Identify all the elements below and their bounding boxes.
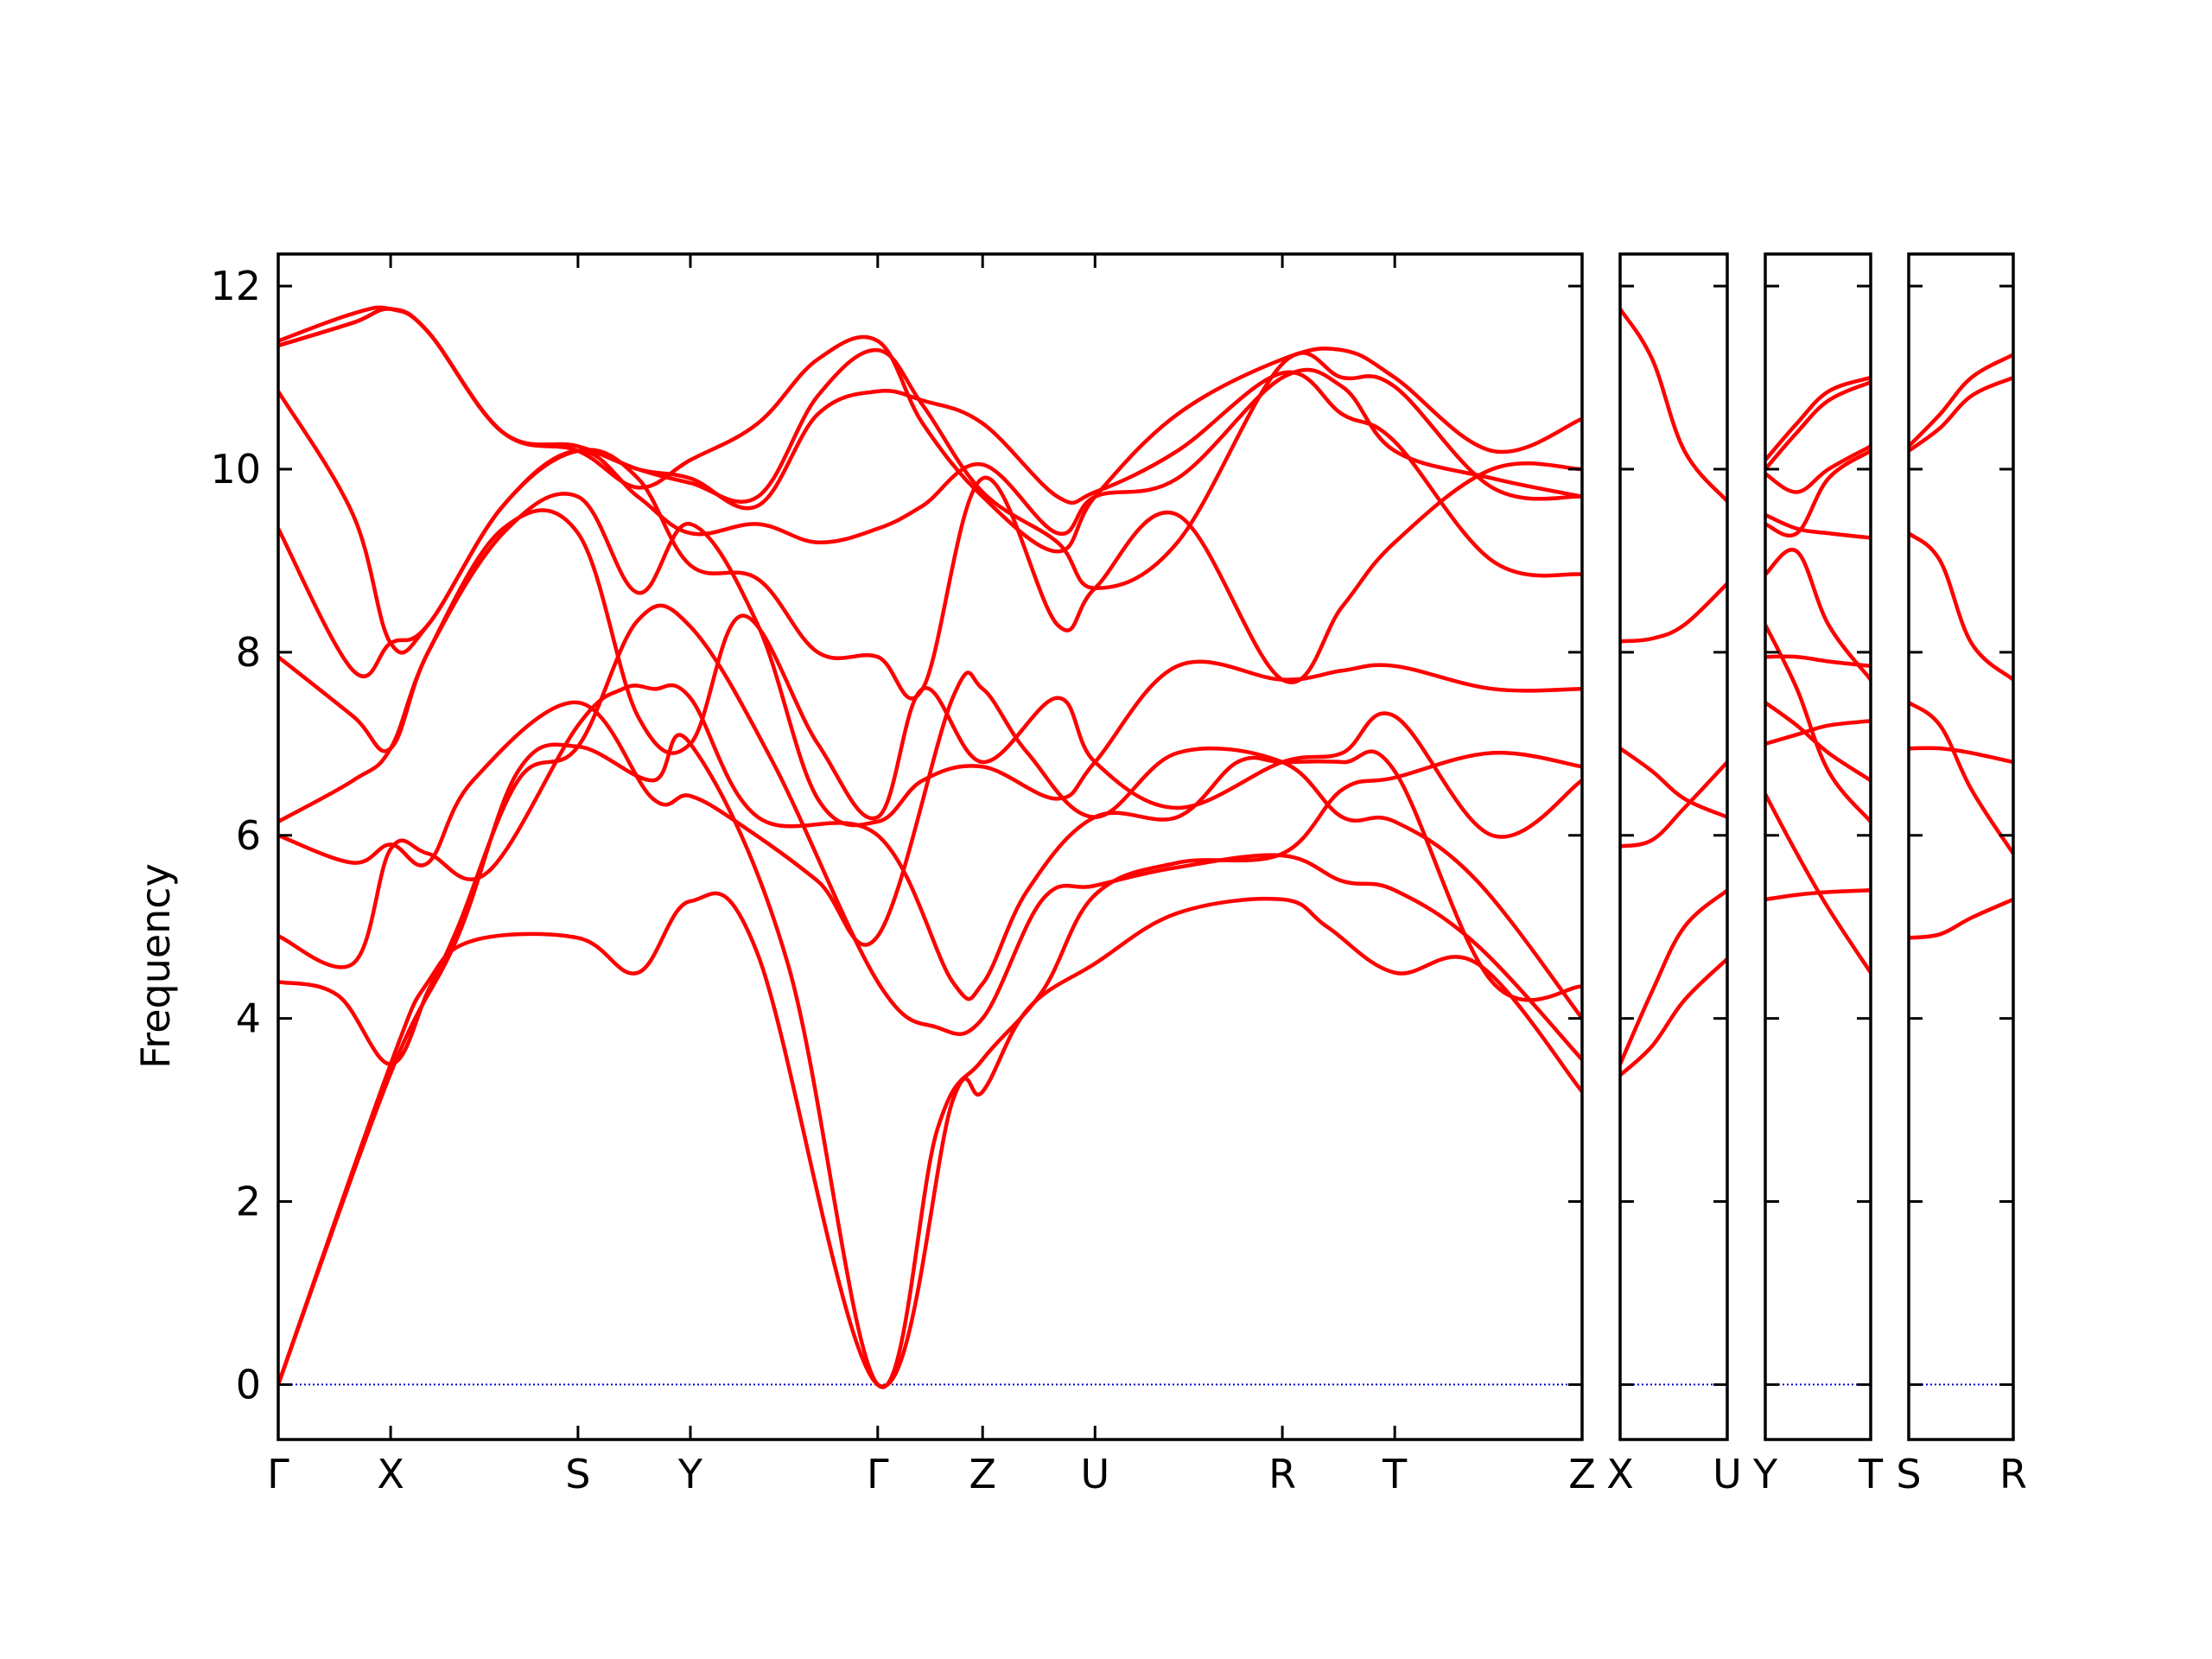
band-10 [1765,444,1871,494]
band-2 [1765,793,1871,974]
bands [1620,308,1727,1077]
x-tick-label: R [1268,1451,1296,1497]
band-1 [278,891,1582,1389]
band-5 [278,671,1582,1020]
bands [1909,353,2013,940]
x-tick-label: Z [1568,1451,1596,1497]
band-3 [1620,760,1727,849]
y-tick-label: 8 [236,629,261,676]
x-tick-label: X [1606,1451,1634,1497]
x-tick-label: R [1999,1451,2027,1497]
panel-1: Γ X S Y Γ Z U R T Z 0 2 4 6 8 10 12 [210,252,1596,1497]
x-tick-label: U [1713,1451,1742,1497]
band-5 [1909,375,2013,453]
x-tick-label: Y [677,1451,703,1497]
x-tick-label: X [377,1451,404,1497]
x-tick-label: S [565,1451,590,1497]
panel-frame [1764,252,1872,1441]
y-tick-label: 2 [236,1179,261,1225]
band-1 [1620,957,1727,1077]
band-6 [1909,353,2013,448]
y-axis-label: Frequency [132,863,179,1069]
x-tick-label: T [1858,1451,1884,1497]
band-6 [278,508,1582,839]
band-2 [1909,746,2013,765]
band-6 [1765,654,1871,669]
band-3 [1765,719,1871,746]
x-tick-label: Γ [267,1451,289,1497]
bands [278,305,1582,1389]
y-tick-label: 12 [210,263,261,309]
band-11 [1765,380,1871,471]
y-tick-label: 0 [236,1361,261,1408]
x-tick-label: S [1896,1451,1921,1497]
band-1 [1765,888,1871,902]
band-7 [278,492,1582,828]
bands [1765,375,1871,974]
y-tick-label: 4 [236,995,261,1042]
band-1 [1909,897,2013,940]
y-tick-label: 10 [210,446,261,493]
y-tick-label: 6 [236,812,261,859]
band-12 [1765,375,1871,461]
band-4 [278,683,1582,1002]
band-3 [1909,701,2013,855]
band-4 [1765,701,1871,783]
panel-frame [1618,252,1729,1441]
x-tick-label: U [1080,1451,1109,1497]
band-5 [1620,582,1727,644]
band-9 [278,367,1582,655]
band-8 [1765,512,1871,540]
x-tick-label: Z [969,1451,996,1497]
band-9 [1765,448,1871,538]
panel-frame [276,252,1584,1441]
panel-frame [1907,252,2015,1441]
x-tick-label: Γ [867,1451,889,1497]
x-tick-label: T [1382,1451,1408,1497]
band-4 [1620,747,1727,819]
band-12 [278,307,1582,554]
band-2 [1620,888,1727,1065]
band-7 [1765,548,1871,681]
band-2 [278,733,1582,1389]
x-tick-label: Y [1752,1451,1778,1497]
band-6 [1620,308,1727,503]
band-4 [1909,531,2013,682]
